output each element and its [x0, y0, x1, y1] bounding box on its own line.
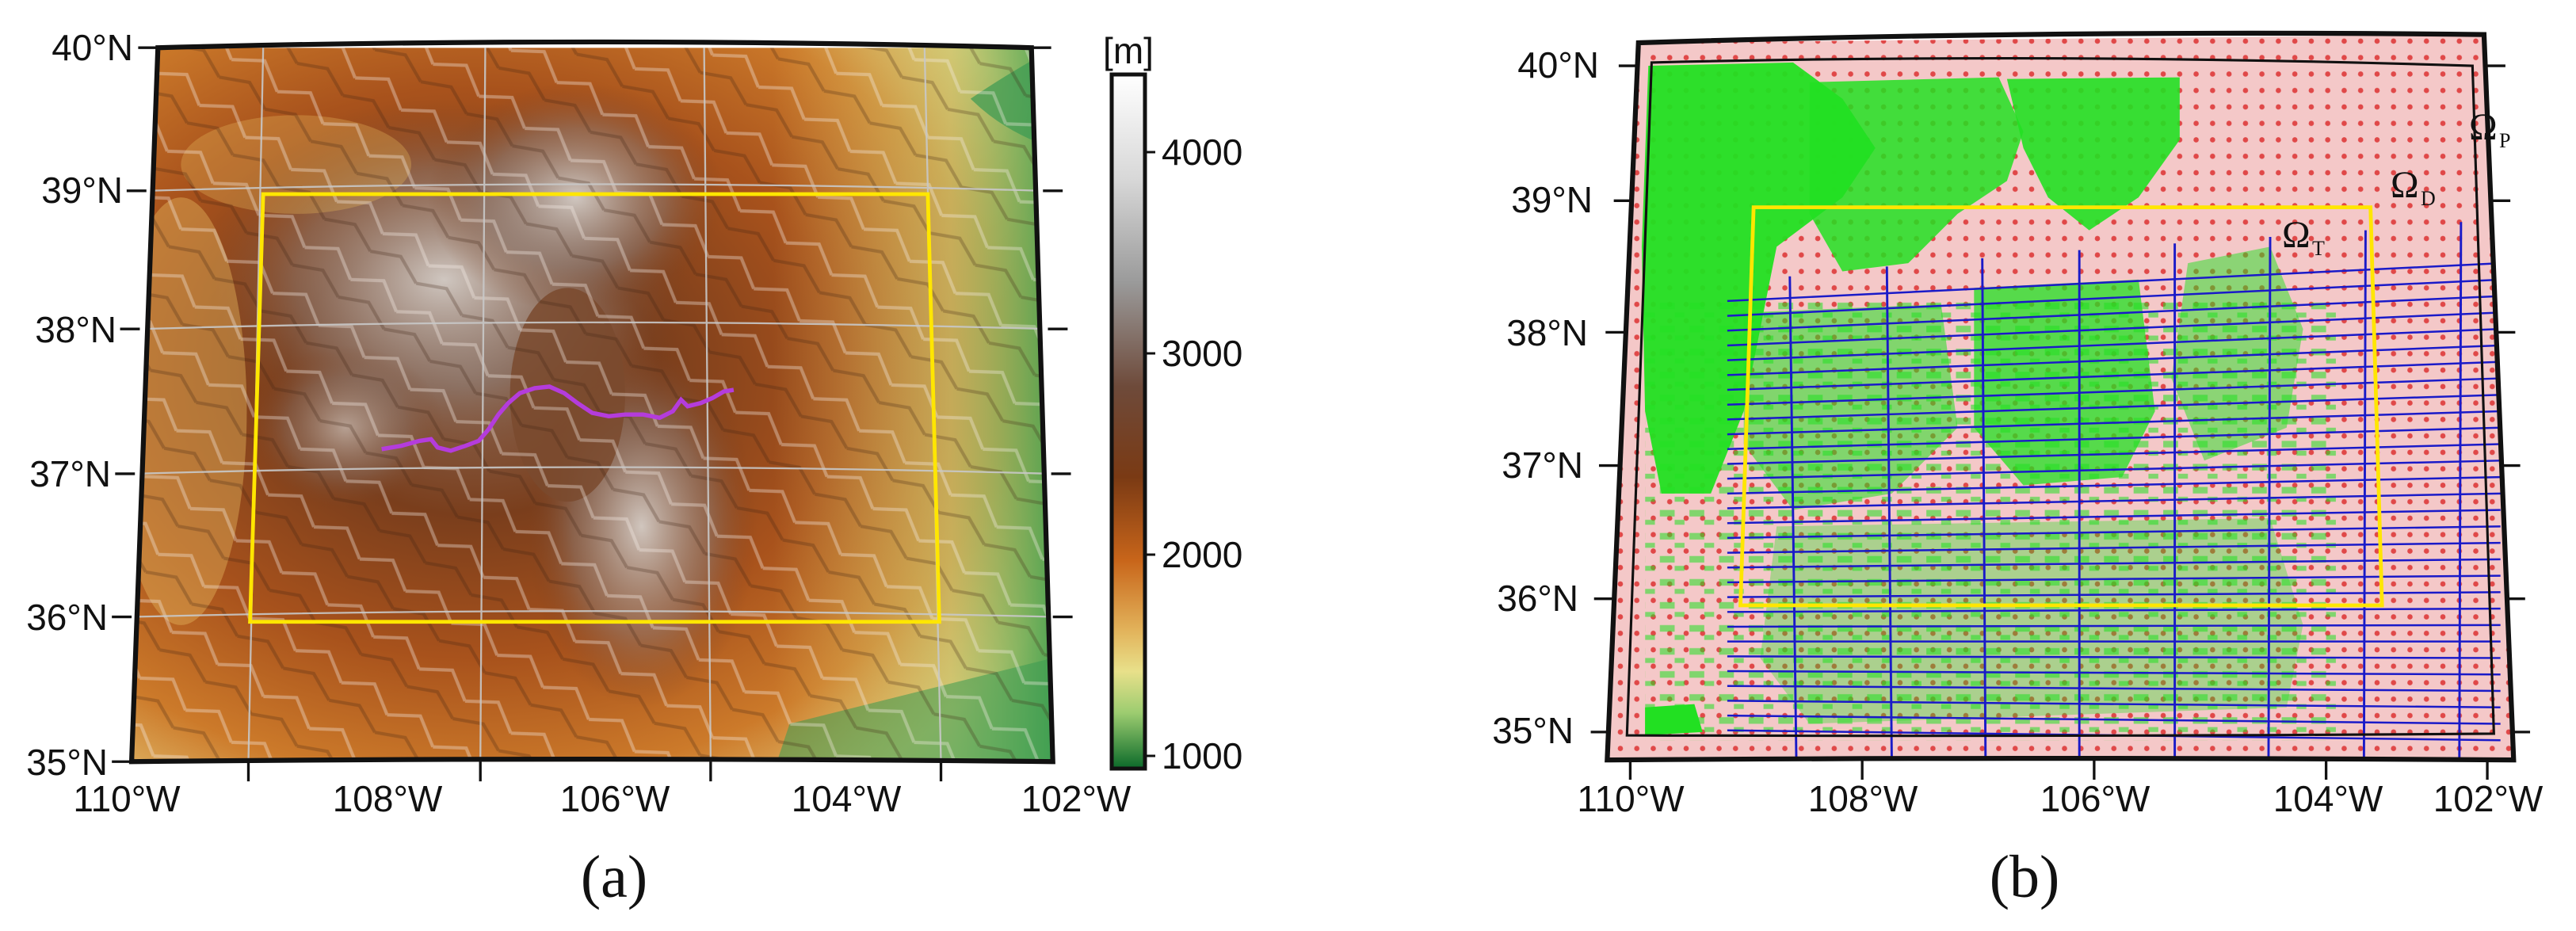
omega-p-symbol: Ω	[2469, 106, 2498, 148]
study-area-box-b	[1738, 205, 2384, 608]
colorbar-tick: 4000	[1162, 132, 1242, 173]
omega-t-sub: T	[2312, 237, 2325, 260]
lat-label: 39°N	[41, 170, 123, 211]
lon-label: 110°W	[73, 778, 181, 819]
lat-label: 37°N	[29, 453, 111, 494]
lat-labels-b: 40°N 39°N 38°N 37°N 36°N 35°N	[1492, 44, 1599, 751]
lat-label: 40°N	[1517, 44, 1599, 86]
panel-b	[1590, 30, 2531, 780]
colorbar-ramp	[1109, 72, 1147, 771]
coverage-map	[1607, 34, 2514, 761]
profile-path	[381, 384, 735, 453]
lon-label: 104°W	[2273, 778, 2383, 819]
colorbar-tick: 2000	[1162, 534, 1242, 575]
omega-d-symbol: Ω	[2391, 164, 2419, 206]
study-area-box-a	[248, 192, 941, 624]
lon-label: 110°W	[1577, 778, 1685, 819]
map-frame-a	[128, 39, 1055, 765]
lat-label: 38°N	[1506, 312, 1588, 353]
colorbar-tick: 3000	[1162, 333, 1242, 374]
omega-t-symbol: Ω	[2282, 214, 2311, 256]
panel-label-a: (a)	[581, 844, 647, 910]
lat-label: 35°N	[26, 742, 108, 783]
panel-a	[112, 39, 1073, 782]
colorbar-unit: [m]	[1103, 30, 1154, 71]
satellite-swaths	[1727, 261, 2501, 742]
omega-p-sub: P	[2499, 129, 2510, 152]
lat-label: 37°N	[1502, 445, 1583, 486]
lon-labels-a: 110°W 108°W 106°W 104°W 102°W	[73, 778, 1131, 819]
lon-label: 108°W	[333, 778, 443, 819]
lon-label: 102°W	[2433, 778, 2544, 819]
lat-label: 40°N	[52, 27, 133, 68]
elevation-map	[132, 48, 1053, 762]
domain-d-frame	[1625, 56, 2495, 738]
lon-labels-b: 110°W 108°W 106°W 104°W 102°W	[1577, 778, 2543, 819]
lat-label: 35°N	[1492, 710, 1574, 751]
lon-label: 104°W	[792, 778, 902, 819]
ticks-b	[1590, 64, 2531, 780]
panel-label-b: (b)	[1990, 844, 2060, 910]
lon-label: 106°W	[560, 778, 670, 819]
colorbar-tick: 1000	[1162, 735, 1242, 776]
map-frame-b	[1605, 30, 2517, 763]
satellite-tracks	[1788, 222, 2463, 761]
lat-label: 36°N	[26, 597, 108, 638]
lat-label: 36°N	[1497, 578, 1578, 619]
lat-label: 39°N	[1511, 179, 1593, 220]
ticks-a	[112, 46, 1073, 782]
colorbar: [m] 4000 3000 2000 1000	[1103, 30, 1242, 776]
lat-labels-a: 40°N 39°N 38°N 37°N 36°N 35°N	[26, 27, 133, 783]
omega-d-sub: D	[2421, 187, 2436, 210]
lon-label: 102°W	[1021, 778, 1132, 819]
lon-label: 108°W	[1808, 778, 1918, 819]
lat-label: 38°N	[35, 309, 116, 350]
lon-label: 106°W	[2040, 778, 2150, 819]
domain-labels: Ω P Ω D Ω T	[2282, 106, 2510, 260]
